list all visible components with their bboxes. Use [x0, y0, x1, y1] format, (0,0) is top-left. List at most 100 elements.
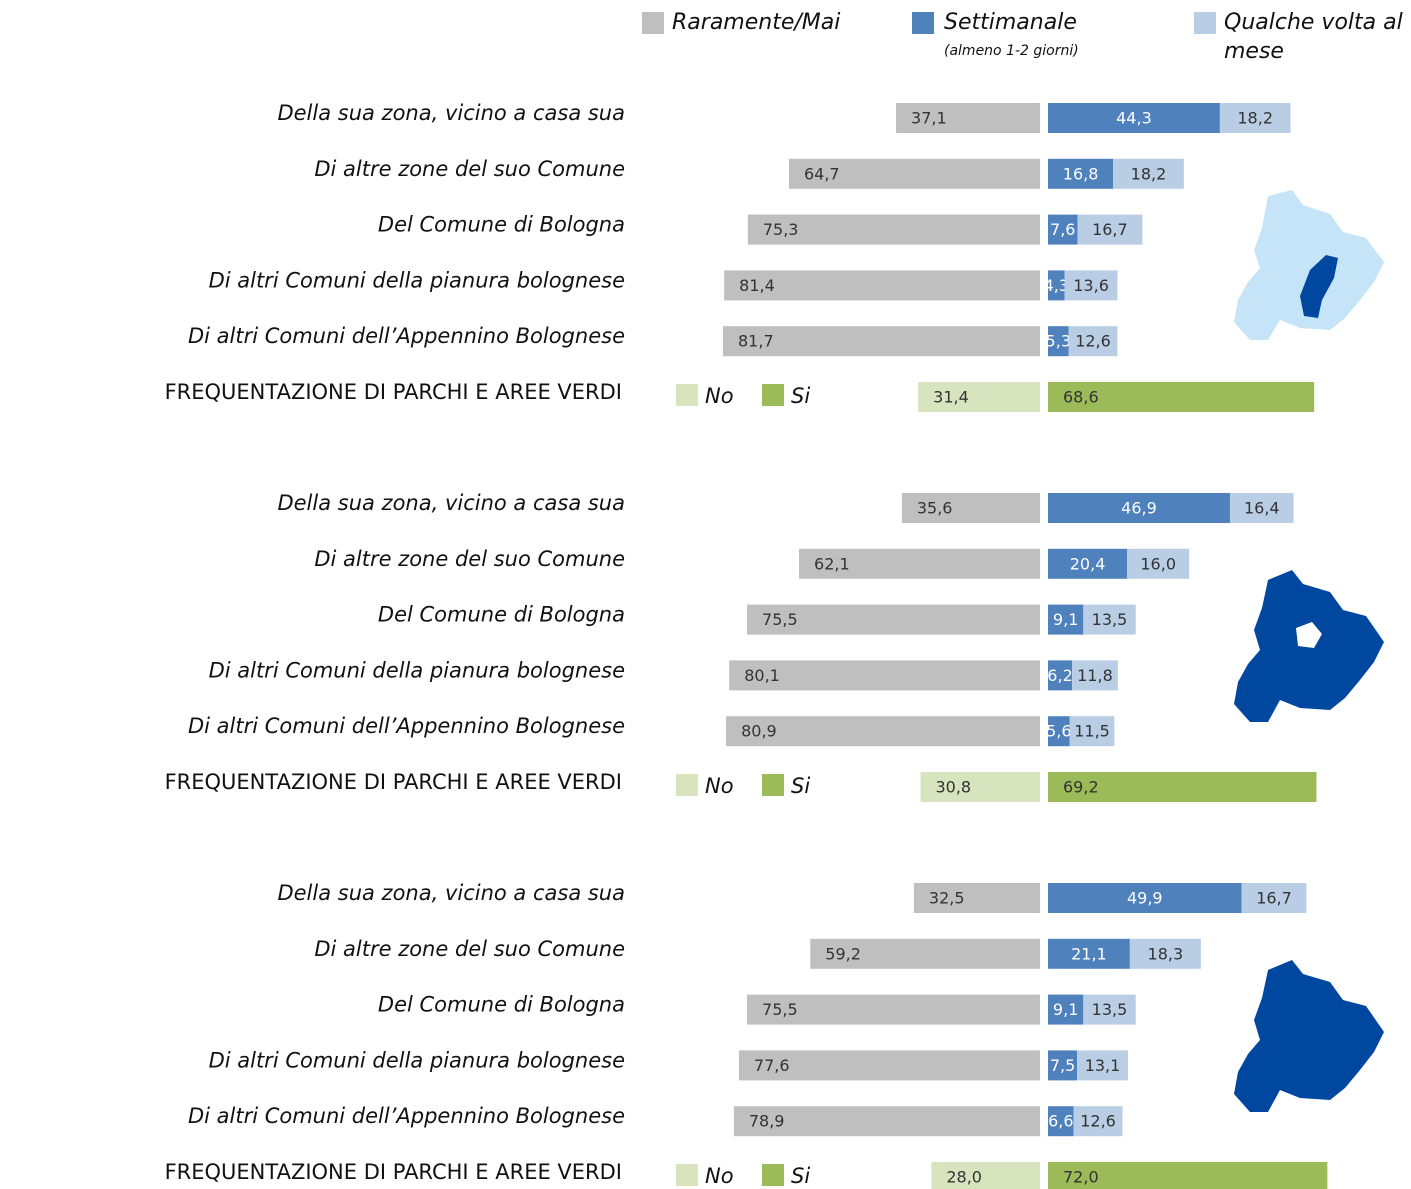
- value-label: 46,9: [1121, 499, 1157, 518]
- bar: [1072, 660, 1118, 691]
- value-label: 49,9: [1127, 889, 1163, 908]
- value-label: 28,0: [946, 1168, 982, 1187]
- value-label: 21,1: [1071, 944, 1107, 963]
- legend-swatch: [1194, 12, 1216, 34]
- value-label: 16,8: [1063, 164, 1099, 183]
- bar: [747, 604, 1040, 635]
- bar: [1241, 883, 1307, 913]
- bar: [738, 1050, 1040, 1081]
- legend-swatch: [762, 774, 784, 796]
- legend-label: Si: [791, 1164, 810, 1188]
- value-label: 72,0: [1063, 1168, 1099, 1187]
- value-label: 5,6: [1046, 722, 1071, 741]
- value-label: 81,7: [738, 332, 774, 351]
- value-label: 18,2: [1237, 109, 1273, 128]
- value-label: 7,6: [1050, 220, 1075, 239]
- category-label: Della sua zona, vicino a casa sua: [277, 881, 625, 905]
- value-label: 16,7: [1256, 889, 1292, 908]
- value-label: 80,9: [741, 722, 777, 741]
- value-label: 80,1: [744, 666, 780, 685]
- bar: [1219, 103, 1291, 133]
- legend-swatch: [676, 1164, 698, 1186]
- bar: [1048, 772, 1317, 802]
- category-label: Del Comune di Bologna: [378, 993, 625, 1017]
- bar: [896, 103, 1040, 133]
- value-label: 77,6: [754, 1056, 790, 1075]
- bar: [1048, 938, 1130, 969]
- category-label: Di altri Comuni della pianura bolognese: [209, 268, 625, 292]
- bar: [1129, 938, 1201, 969]
- bar: [901, 493, 1040, 523]
- category-label: Del Comune di Bologna: [378, 603, 625, 627]
- bar: [1048, 604, 1084, 635]
- value-label: 13,6: [1073, 276, 1109, 295]
- value-label: 11,8: [1077, 666, 1113, 685]
- category-label: Di altre zone del suo Comune: [314, 157, 625, 181]
- value-label: 75,5: [762, 1000, 798, 1019]
- value-label: 20,4: [1070, 554, 1106, 573]
- bar: [1048, 1162, 1328, 1189]
- bar: [788, 158, 1040, 189]
- value-label: 32,5: [929, 889, 965, 908]
- value-label: 5,3: [1046, 332, 1071, 351]
- legend-label: Qualche volta al mese: [1224, 10, 1403, 64]
- bar: [1064, 270, 1118, 301]
- bar: [1048, 1050, 1078, 1081]
- value-label: 30,8: [935, 778, 971, 797]
- value-label: 35,6: [917, 499, 953, 518]
- category-label: Del Comune di Bologna: [378, 213, 625, 237]
- value-label: 81,4: [739, 276, 775, 295]
- value-label: 6,6: [1048, 1112, 1073, 1131]
- value-label: 31,4: [933, 388, 969, 407]
- value-label: 16,7: [1092, 220, 1128, 239]
- legend-swatch: [676, 384, 698, 406]
- category-label: Di altri Comuni dell’Appennino Bolognese: [188, 714, 625, 738]
- category-label: Della sua zona, vicino a casa sua: [277, 101, 625, 125]
- legend-swatch: [762, 384, 784, 406]
- value-label: 12,6: [1075, 332, 1111, 351]
- bar: [1229, 493, 1294, 523]
- summary-label: FREQUENTAZIONE DI PARCHI E AREE VERDI: [165, 1160, 622, 1184]
- bar: [1048, 326, 1069, 357]
- summary-label: FREQUENTAZIONE DI PARCHI E AREE VERDI: [165, 770, 622, 794]
- value-label: 4,3: [1044, 276, 1069, 295]
- category-label: Di altri Comuni dell’Appennino Bolognese: [188, 1104, 625, 1128]
- value-label: 13,5: [1092, 610, 1128, 629]
- legend-swatch: [912, 12, 934, 34]
- bar: [1048, 716, 1070, 747]
- summary-label: FREQUENTAZIONE DI PARCHI E AREE VERDI: [165, 380, 622, 404]
- bar: [810, 938, 1040, 969]
- category-label: Di altri Comuni dell’Appennino Bolognese: [188, 324, 625, 348]
- value-label: 75,3: [763, 220, 799, 239]
- bar: [913, 883, 1040, 913]
- bar: [1048, 660, 1073, 691]
- bar: [726, 716, 1040, 747]
- bar: [733, 1106, 1040, 1137]
- bar: [1113, 158, 1184, 189]
- legend-label: No: [705, 774, 734, 798]
- value-label: 13,1: [1085, 1056, 1121, 1075]
- value-label: 18,2: [1131, 164, 1167, 183]
- legend-label: Si: [791, 774, 810, 798]
- value-label: 69,2: [1063, 778, 1099, 797]
- value-label: 9,1: [1053, 1000, 1078, 1019]
- bar: [1077, 214, 1143, 245]
- bar: [1127, 548, 1190, 579]
- value-label: 68,6: [1063, 388, 1099, 407]
- value-label: 75,5: [762, 610, 798, 629]
- value-label: 6,2: [1047, 666, 1072, 685]
- value-label: 11,5: [1074, 722, 1110, 741]
- bar: [1083, 604, 1136, 635]
- bar: [1077, 1050, 1128, 1081]
- value-label: 78,9: [749, 1112, 785, 1131]
- bar: [931, 1162, 1040, 1189]
- bar: [1073, 1106, 1123, 1137]
- bar: [747, 994, 1040, 1025]
- legend-label: No: [705, 1164, 734, 1188]
- bar: [729, 660, 1040, 691]
- bar: [1048, 548, 1128, 579]
- value-label: 9,1: [1053, 610, 1078, 629]
- bar: [1048, 214, 1078, 245]
- category-label: Di altri Comuni della pianura bolognese: [209, 658, 625, 682]
